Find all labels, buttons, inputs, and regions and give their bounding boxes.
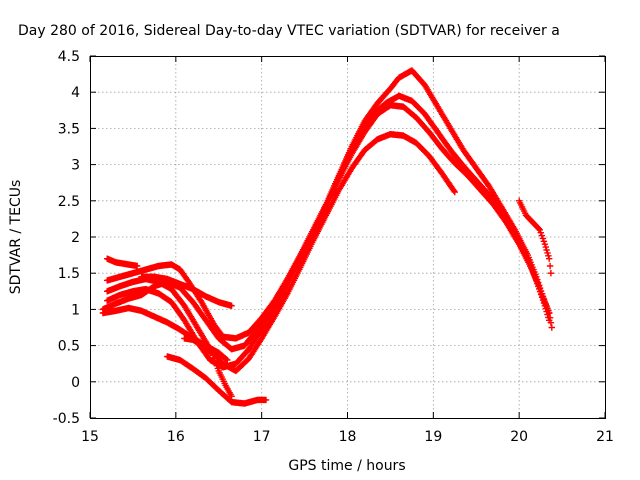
y-tick-label: -0.5 <box>53 411 80 427</box>
data-point <box>536 226 543 233</box>
data-point <box>228 302 235 309</box>
data-point <box>546 309 553 317</box>
x-tick-labels: 15 16 17 18 19 20 21 <box>81 429 614 445</box>
x-tick-label: 15 <box>81 429 99 445</box>
series-8 <box>164 353 270 407</box>
grid-lines <box>90 56 605 418</box>
data-point <box>224 356 231 364</box>
y-tick-label: 1 <box>71 302 80 318</box>
y-tick-labels: -0.5 0 0.5 1 1.5 2 2.5 3 3.5 4 4.5 <box>53 49 80 427</box>
data-point <box>134 262 141 270</box>
y-tick-label: 0 <box>71 375 80 391</box>
series-7 <box>138 273 235 309</box>
data-point <box>546 262 554 270</box>
data-point <box>535 225 542 232</box>
x-tick-label: 20 <box>510 429 528 445</box>
y-tick-label: 0.5 <box>58 339 80 355</box>
y-tick-label: 2 <box>71 230 80 246</box>
y-axis-title: SDTVAR / TECUs <box>8 180 24 295</box>
y-tick-label: 3.5 <box>58 121 80 137</box>
data-point <box>547 270 555 277</box>
data-point <box>545 252 552 259</box>
x-tick-label: 16 <box>167 429 185 445</box>
data-point <box>544 249 551 257</box>
data-point <box>547 319 555 326</box>
y-tick-label: 3 <box>71 158 80 174</box>
series-6 <box>104 255 141 270</box>
data-point <box>546 314 554 321</box>
plot-frame <box>90 56 606 419</box>
x-axis-title: GPS time / hours <box>288 458 405 474</box>
data-point <box>542 243 549 251</box>
data-point <box>223 356 230 363</box>
series-4 <box>104 131 458 375</box>
x-tick-label: 19 <box>424 429 442 445</box>
y-tick-label: 2.5 <box>58 194 80 210</box>
data-point <box>262 396 270 404</box>
y-tick-label: 4.5 <box>58 49 80 65</box>
y-tick-label: 1.5 <box>58 266 80 282</box>
x-tick-label: 21 <box>596 429 614 445</box>
data-point <box>541 241 549 248</box>
data-points <box>99 67 555 407</box>
data-point <box>543 246 550 254</box>
series-2 <box>99 92 553 353</box>
chart-title: Day 280 of 2016, Sidereal Day-to-day VTE… <box>18 23 560 39</box>
data-point <box>537 229 544 236</box>
y-tick-label: 4 <box>71 85 80 101</box>
data-point <box>539 235 547 242</box>
x-tick-label: 17 <box>253 429 271 445</box>
data-point <box>548 324 555 331</box>
x-tick-label: 18 <box>339 429 357 445</box>
series-10 <box>516 197 555 277</box>
data-point <box>546 255 553 262</box>
series-3 <box>104 102 555 371</box>
series-9 <box>181 335 235 400</box>
data-point <box>540 238 548 245</box>
data-point <box>228 393 235 400</box>
data-point <box>450 187 458 194</box>
data-point <box>451 188 458 196</box>
axis-ticks <box>89 55 606 419</box>
